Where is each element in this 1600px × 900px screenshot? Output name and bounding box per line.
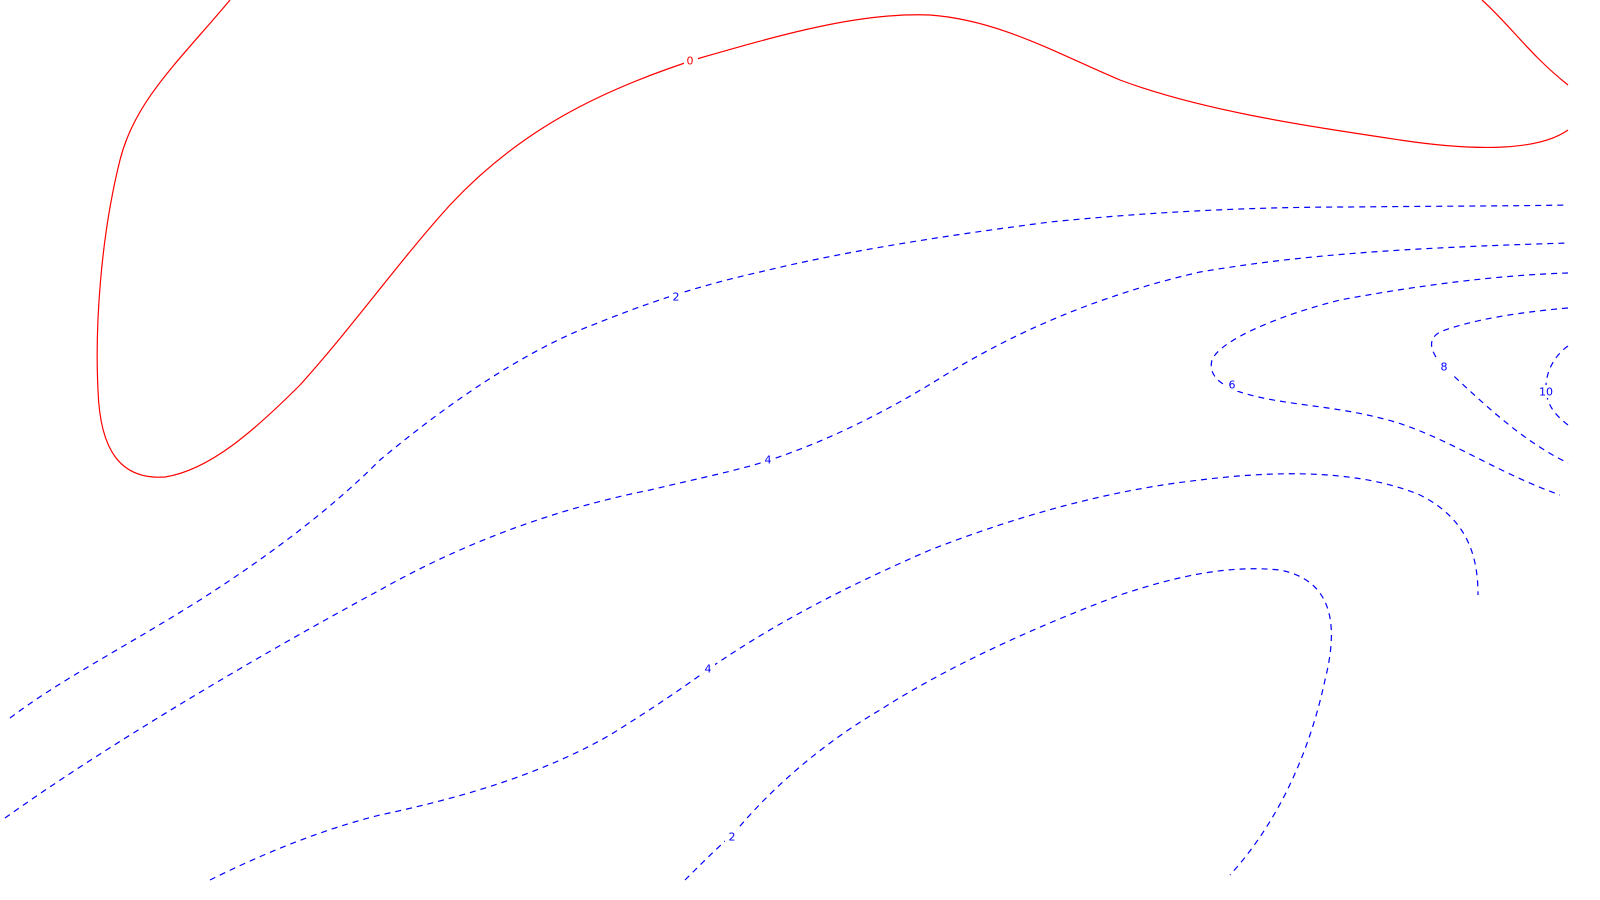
contour-line-0-corner (1481, 0, 1569, 86)
contour-label-0: 0 (684, 54, 698, 68)
contour-label-10-text: 10 (1539, 386, 1553, 399)
contour-label-10: 10 (1536, 385, 1556, 399)
contour-label-8-text: 8 (1441, 361, 1448, 374)
contour-label-2-upper-text: 2 (673, 291, 680, 304)
contour-label-4-lower: 4 (701, 662, 715, 676)
contour-line-4-upper (4, 242, 1569, 819)
contour-line-2-upper (9, 204, 1569, 719)
contour-label-2-lower-text: 2 (729, 831, 736, 844)
contour-line-6 (1210, 272, 1569, 496)
contour-label-8: 8 (1437, 361, 1451, 374)
contour-label-6-text: 6 (1229, 379, 1236, 392)
contour-label-0-text: 0 (687, 55, 694, 68)
contour-label-2-upper: 2 (669, 290, 683, 304)
contour-line-4-lower (209, 473, 1479, 881)
contour-line-10 (1545, 345, 1569, 426)
contour-label-4-upper: 4 (761, 453, 775, 467)
contour-line-2-lower (684, 568, 1332, 881)
contour-line-0 (96, 0, 1569, 478)
contour-label-4-upper-text: 4 (765, 454, 772, 467)
contour-label-2-lower: 2 (725, 830, 739, 844)
contour-label-6: 6 (1225, 378, 1239, 392)
contour-label-4-lower-text: 4 (705, 663, 712, 676)
